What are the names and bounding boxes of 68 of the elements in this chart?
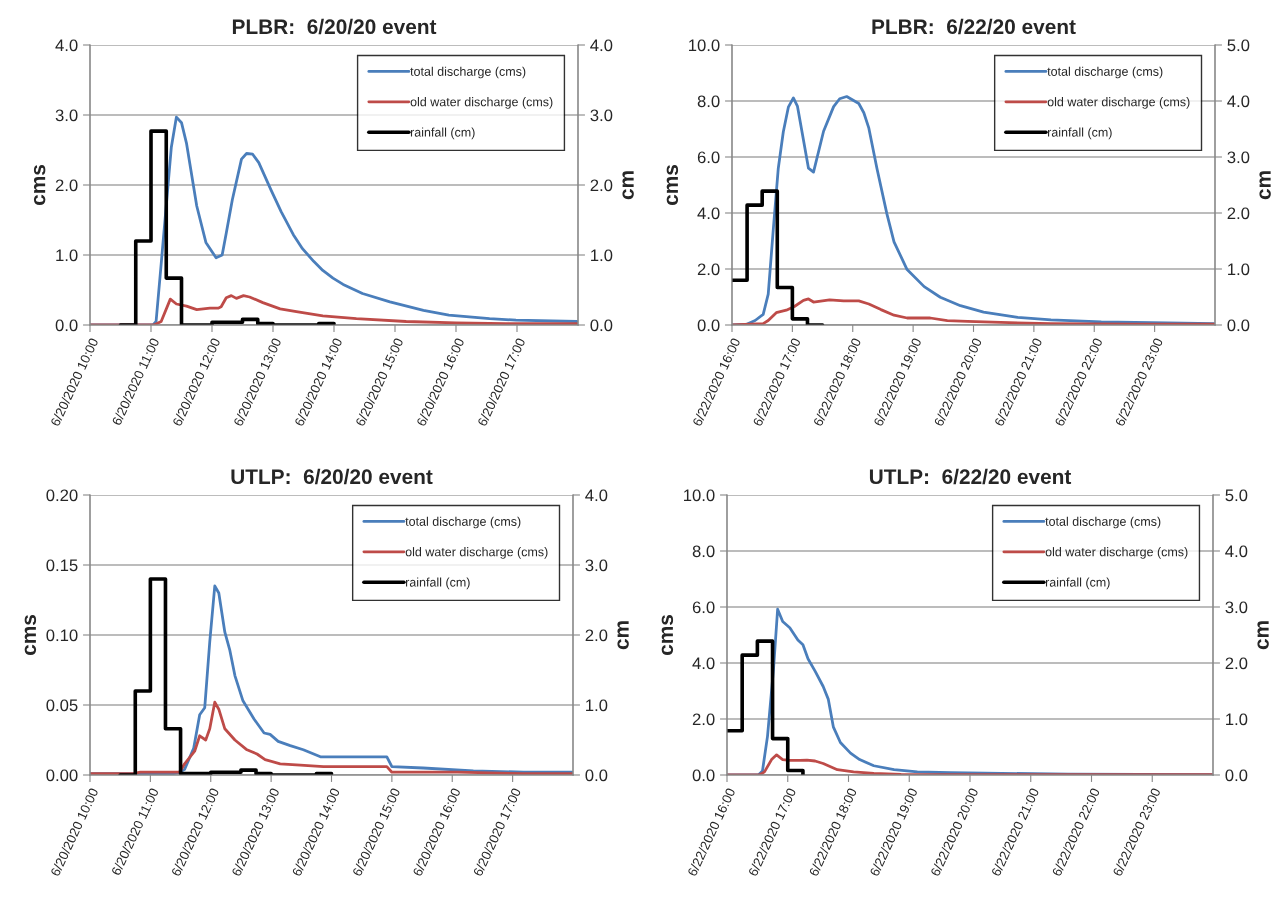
- y2-tick-label: 3.0: [590, 109, 613, 122]
- legend-label: old water discharge (cms): [1047, 97, 1190, 109]
- y2-tick-label: 4.0: [585, 489, 608, 502]
- y-tick-label: 0.0: [55, 319, 78, 332]
- legend-label: rainfall (cm): [405, 577, 470, 590]
- y2-tick-label: 1.0: [586, 699, 608, 712]
- y2-tick-label: 2.0: [1227, 207, 1250, 220]
- legend-label: total discharge (cms): [410, 66, 526, 79]
- y2-tick-label: 5.0: [1227, 39, 1250, 52]
- y-tick-label: 0.0: [692, 769, 715, 782]
- legend-label: rainfall (cm): [410, 127, 475, 140]
- y-axis-title: cms: [666, 165, 679, 206]
- y-axis-title: cms: [33, 165, 46, 206]
- legend-label: old water discharge (cms): [405, 547, 548, 559]
- y2-tick-label: 5.0: [1225, 489, 1248, 502]
- y-tick-label: 6.0: [692, 601, 715, 614]
- y-tick-label: 4.0: [692, 657, 715, 670]
- y-tick-label: 10.0: [684, 489, 715, 502]
- y-tick-label: 1.0: [56, 249, 78, 262]
- legend-label: total discharge (cms): [1047, 66, 1163, 79]
- y2-tick-label: 4.0: [1225, 545, 1248, 558]
- y2-tick-label: 2.0: [590, 179, 613, 192]
- y-tick-label: 2.0: [55, 179, 78, 192]
- chart-title: PLBR: 6/20/20 event: [232, 18, 437, 35]
- y-tick-label: 2.0: [697, 263, 720, 276]
- y2-tick-label: 2.0: [1225, 657, 1248, 670]
- y2-tick-label: 1.0: [1228, 263, 1250, 276]
- legend-label: rainfall (cm): [1047, 127, 1112, 140]
- y2-tick-label: 4.0: [590, 39, 613, 52]
- y-tick-label: 4.0: [55, 39, 78, 52]
- y2-tick-label: 0.0: [585, 769, 608, 782]
- y2-tick-label: 1.0: [1226, 713, 1248, 726]
- y2-tick-label: 1.0: [591, 249, 613, 262]
- y2-tick-label: 0.0: [1227, 319, 1250, 332]
- y2-tick-label: 0.0: [1225, 769, 1248, 782]
- chart-title: PLBR: 6/22/20 event: [872, 18, 1076, 35]
- y2-tick-label: 0.0: [590, 319, 613, 332]
- y-tick-label: 6.0: [697, 151, 720, 164]
- y-tick-label: 0.00: [46, 769, 78, 782]
- y-axis-title: cms: [24, 615, 37, 656]
- legend-label: total discharge (cms): [405, 516, 521, 529]
- y2-tick-label: 3.0: [585, 559, 608, 572]
- y2-axis-title: cm: [1259, 171, 1271, 200]
- y-tick-label: 4.0: [697, 207, 720, 220]
- y-tick-label: 8.0: [697, 95, 720, 108]
- legend-label: old water discharge (cms): [1045, 547, 1188, 559]
- y-tick-label: 0.05: [46, 699, 78, 712]
- y-tick-label: 0.20: [46, 489, 78, 502]
- y2-tick-label: 4.0: [1227, 95, 1250, 108]
- y-tick-label: 2.0: [692, 713, 715, 726]
- y-tick-label: 10.0: [689, 39, 720, 52]
- y-tick-label: 0.10: [46, 629, 78, 642]
- chart-title: UTLP: 6/22/20 event: [869, 468, 1072, 485]
- y-tick-label: 0.15: [46, 559, 78, 572]
- y-tick-label: 8.0: [692, 545, 715, 558]
- y2-tick-label: 2.0: [585, 629, 608, 642]
- y-tick-label: 3.0: [55, 109, 78, 122]
- y2-tick-label: 3.0: [1225, 601, 1248, 614]
- y2-axis-title: cm: [617, 621, 629, 650]
- y2-axis-title: cm: [1257, 621, 1269, 650]
- y2-tick-label: 3.0: [1227, 151, 1250, 164]
- legend-label: total discharge (cms): [1045, 516, 1161, 529]
- y-tick-label: 0.0: [697, 319, 720, 332]
- y-axis-title: cms: [661, 615, 674, 656]
- legend-label: rainfall (cm): [1045, 577, 1110, 590]
- chart-title: UTLP: 6/20/20 event: [231, 468, 433, 485]
- y2-axis-title: cm: [622, 171, 634, 200]
- legend-label: old water discharge (cms): [410, 97, 553, 109]
